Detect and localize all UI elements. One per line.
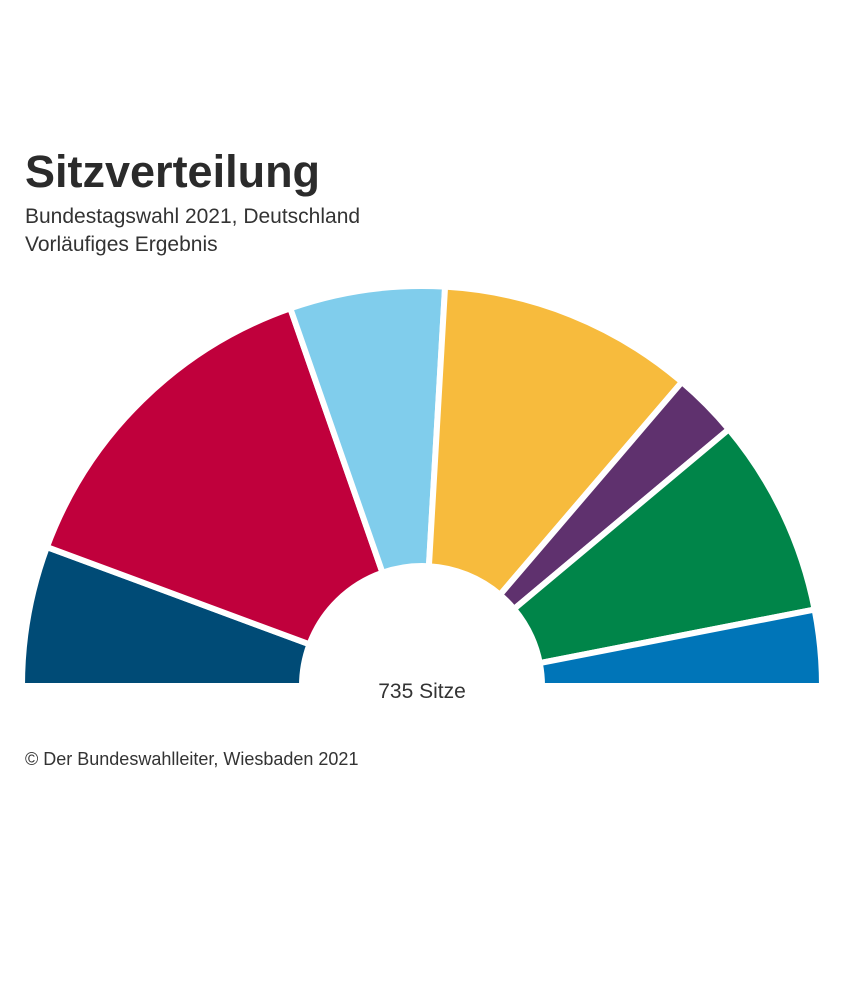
seat-slices xyxy=(18,283,826,689)
seat-slice-2 xyxy=(43,304,387,649)
seat-slice-7 xyxy=(536,606,826,689)
seat-slice-6 xyxy=(509,425,819,667)
total-seats-label: 735 Sitze xyxy=(378,680,466,703)
seat-slice-4 xyxy=(425,283,687,600)
copyright-footer: © Der Bundeswahlleiter, Wiesbaden 2021 xyxy=(25,749,359,769)
chart-subtitle: Bundestagswahl 2021, Deutschland Vorläuf… xyxy=(25,203,360,259)
subtitle-election: Bundestagswahl 2021, Deutschland xyxy=(25,205,361,228)
chart-title: Sitzverteilung xyxy=(25,146,321,197)
subtitle-status: Vorläufiges Ergebnis xyxy=(25,233,218,256)
